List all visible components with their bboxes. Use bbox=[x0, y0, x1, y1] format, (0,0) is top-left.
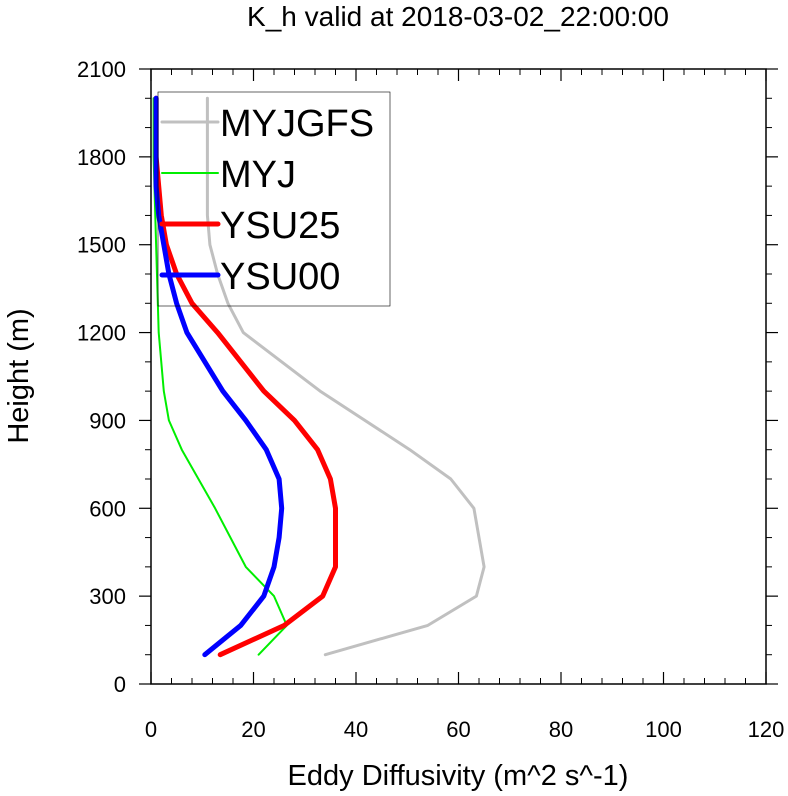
x-tick-label: 80 bbox=[549, 717, 573, 742]
x-tick-label: 0 bbox=[145, 717, 157, 742]
y-tick-label: 600 bbox=[89, 496, 126, 521]
y-tick-label: 2100 bbox=[77, 57, 126, 82]
y-tick-label: 1500 bbox=[77, 233, 126, 258]
legend-label-ysu00: YSU00 bbox=[220, 256, 340, 298]
series-line-ysu25 bbox=[153, 95, 338, 658]
x-tick-label: 120 bbox=[748, 717, 785, 742]
x-tick-label: 100 bbox=[645, 717, 682, 742]
x-tick-label: 60 bbox=[446, 717, 470, 742]
legend-label-myjgfs: MYJGFS bbox=[220, 103, 374, 145]
x-tick-label: 40 bbox=[344, 717, 368, 742]
legend-label-ysu25: YSU25 bbox=[220, 205, 340, 247]
legend: MYJGFS MYJ YSU25 YSU00 bbox=[157, 91, 391, 307]
x-axis-label: Eddy Diffusivity (m^2 s^-1) bbox=[288, 760, 629, 792]
y-tick-label: 900 bbox=[89, 408, 126, 433]
series-line-ysu00 bbox=[153, 95, 285, 658]
y-tick-label: 1800 bbox=[77, 145, 126, 170]
minor-ticks bbox=[145, 69, 772, 684]
y-tick-label: 0 bbox=[114, 672, 126, 697]
series-lines bbox=[152, 95, 486, 658]
y-tick-label: 300 bbox=[89, 584, 126, 609]
x-axis-ticks: 0 20 40 60 80 100 120 bbox=[145, 69, 784, 742]
y-tick-label: 1200 bbox=[77, 321, 126, 346]
chart-title: K_h valid at 2018-03-02_22:00:00 bbox=[247, 1, 669, 32]
y-axis-label: Height (m) bbox=[3, 308, 35, 443]
x-tick-label: 20 bbox=[241, 717, 265, 742]
legend-label-myj: MYJ bbox=[220, 154, 296, 196]
series-line-myjgfs bbox=[205, 96, 486, 657]
series-line-myj bbox=[152, 97, 288, 656]
y-axis-ticks: 0 300 600 900 1200 1500 1800 2100 bbox=[77, 57, 778, 697]
legend-box bbox=[157, 91, 391, 307]
